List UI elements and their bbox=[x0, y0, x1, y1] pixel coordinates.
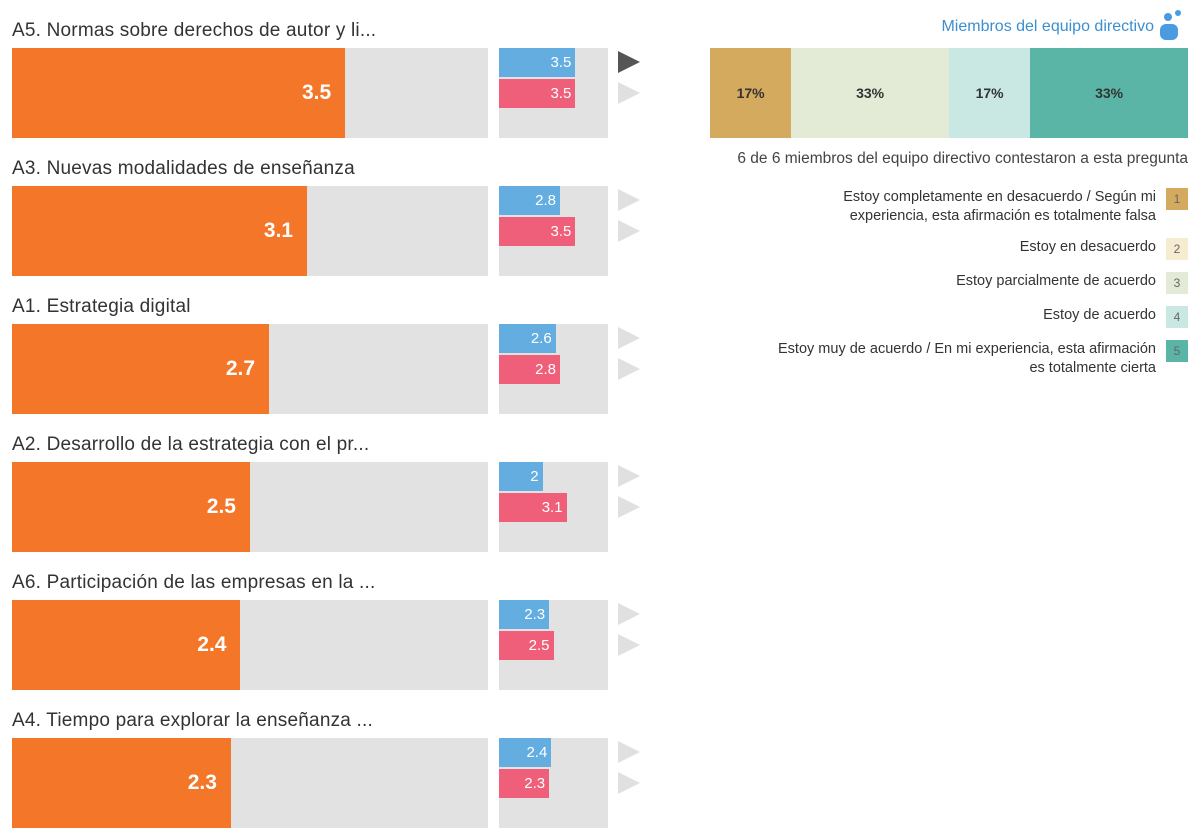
pink-bar: 2.5 bbox=[499, 631, 554, 660]
score-bar: 3.5 bbox=[12, 48, 346, 138]
legend-item: Estoy de acuerdo 4 bbox=[700, 306, 1188, 328]
arrow[interactable] bbox=[618, 634, 640, 656]
score-bar: 2.4 bbox=[12, 600, 241, 690]
pink-bar: 3.5 bbox=[499, 79, 576, 108]
blue-bar: 3.5 bbox=[499, 48, 576, 77]
arrow[interactable] bbox=[618, 51, 640, 73]
pink-bar: 3.5 bbox=[499, 217, 576, 246]
arrow[interactable] bbox=[618, 496, 640, 518]
blue-bar: 2 bbox=[499, 462, 543, 491]
pink-bar: 3.1 bbox=[499, 493, 567, 522]
legend-text: Estoy completamente en desacuerdo / Segú… bbox=[843, 189, 1156, 224]
score-bar: 2.5 bbox=[12, 462, 250, 552]
row-label: A1. Estrategia digital bbox=[12, 296, 191, 317]
arrow[interactable] bbox=[618, 772, 640, 794]
legend-item: Estoy en desacuerdo 2 bbox=[700, 238, 1188, 260]
legend-text: Estoy muy de acuerdo / En mi experiencia… bbox=[778, 341, 1156, 376]
arrow[interactable] bbox=[618, 327, 640, 349]
legend-code: 5 bbox=[1166, 340, 1188, 362]
row-label: A5. Normas sobre derechos de autor y li.… bbox=[12, 20, 377, 41]
score-bar: 2.7 bbox=[12, 324, 270, 414]
segment: 33% bbox=[1030, 48, 1188, 138]
arrow[interactable] bbox=[618, 741, 640, 763]
legend-code: 1 bbox=[1166, 188, 1188, 210]
blue-bar: 2.3 bbox=[499, 600, 550, 629]
arrow[interactable] bbox=[618, 189, 640, 211]
legend-code: 3 bbox=[1166, 272, 1188, 294]
row-label: A6. Participación de las empresas en la … bbox=[12, 572, 376, 593]
arrow[interactable] bbox=[618, 603, 640, 625]
group-icon bbox=[1160, 10, 1181, 40]
segment: 17% bbox=[948, 48, 1031, 138]
legend-item: Estoy completamente en desacuerdo / Segú… bbox=[700, 188, 1188, 226]
legend-text: Estoy de acuerdo bbox=[1043, 307, 1156, 323]
note: 6 de 6 miembros del equipo directivo con… bbox=[737, 150, 1188, 167]
blue-bar: 2.6 bbox=[499, 324, 556, 353]
panel-title: Miembros del equipo directivo bbox=[941, 18, 1154, 35]
score-bar: 2.3 bbox=[12, 738, 231, 828]
row-label: A4. Tiempo para explorar la enseñanza ..… bbox=[12, 710, 373, 731]
pink-bar: 2.3 bbox=[499, 769, 550, 798]
legend: Estoy completamente en desacuerdo / Segú… bbox=[700, 188, 1188, 390]
legend-text: Estoy en desacuerdo bbox=[1019, 239, 1156, 255]
legend-item: Estoy parcialmente de acuerdo 3 bbox=[700, 272, 1188, 294]
stacked-bar: 17% 33% 17% 33% bbox=[710, 48, 1188, 138]
segment: 33% bbox=[791, 48, 949, 138]
blue-bar: 2.8 bbox=[499, 186, 561, 215]
blue-bar: 2.4 bbox=[499, 738, 552, 767]
legend-code: 2 bbox=[1166, 238, 1188, 260]
arrow[interactable] bbox=[618, 465, 640, 487]
row-label: A2. Desarrollo de la estrategia con el p… bbox=[12, 434, 370, 455]
arrow[interactable] bbox=[618, 358, 640, 380]
arrow[interactable] bbox=[618, 82, 640, 104]
arrow[interactable] bbox=[618, 220, 640, 242]
score-bar: 3.1 bbox=[12, 186, 308, 276]
legend-item: Estoy muy de acuerdo / En mi experiencia… bbox=[700, 340, 1188, 378]
segment: 17% bbox=[710, 48, 792, 138]
row-label: A3. Nuevas modalidades de enseñanza bbox=[12, 158, 355, 179]
legend-code: 4 bbox=[1166, 306, 1188, 328]
legend-text: Estoy parcialmente de acuerdo bbox=[956, 273, 1156, 289]
pink-bar: 2.8 bbox=[499, 355, 561, 384]
